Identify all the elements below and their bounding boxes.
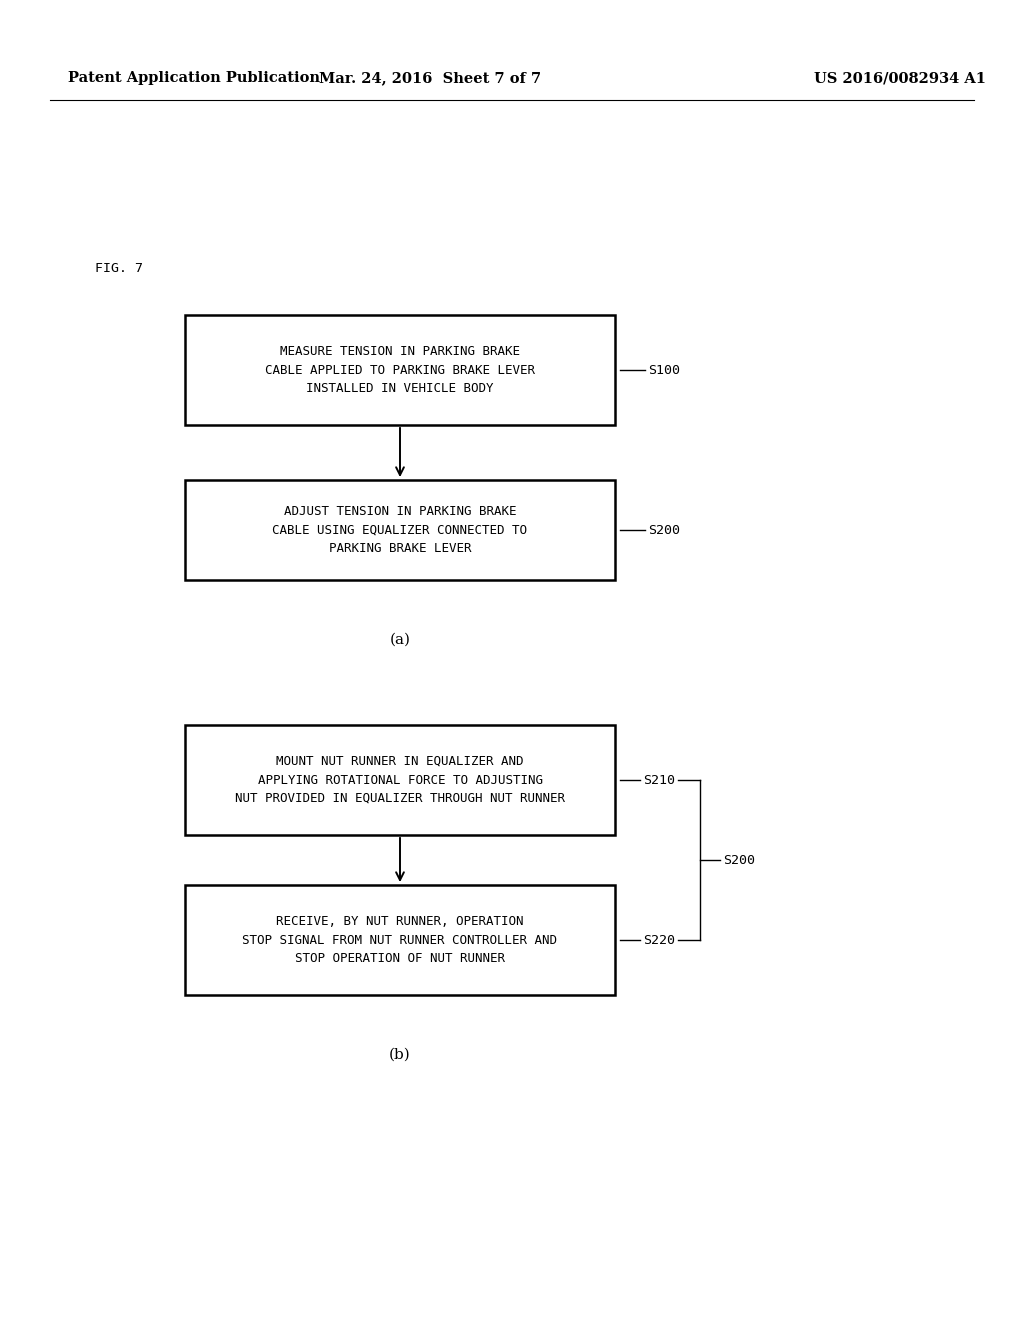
- Text: S200: S200: [648, 524, 680, 536]
- Bar: [185, 315, 615, 425]
- Text: MOUNT NUT RUNNER IN EQUALIZER AND
APPLYING ROTATIONAL FORCE TO ADJUSTING
NUT PRO: MOUNT NUT RUNNER IN EQUALIZER AND APPLYI…: [234, 755, 565, 805]
- Text: S100: S100: [648, 363, 680, 376]
- Text: Patent Application Publication: Patent Application Publication: [68, 71, 319, 84]
- Text: Mar. 24, 2016  Sheet 7 of 7: Mar. 24, 2016 Sheet 7 of 7: [318, 71, 541, 84]
- Text: ADJUST TENSION IN PARKING BRAKE
CABLE USING EQUALIZER CONNECTED TO
PARKING BRAKE: ADJUST TENSION IN PARKING BRAKE CABLE US…: [272, 506, 527, 554]
- Text: S200: S200: [723, 854, 755, 866]
- Bar: [185, 884, 615, 995]
- Text: RECEIVE, BY NUT RUNNER, OPERATION
STOP SIGNAL FROM NUT RUNNER CONTROLLER AND
STO: RECEIVE, BY NUT RUNNER, OPERATION STOP S…: [243, 915, 557, 965]
- Bar: [185, 480, 615, 579]
- Text: (a): (a): [389, 634, 411, 647]
- Text: (b): (b): [389, 1048, 411, 1063]
- Text: US 2016/0082934 A1: US 2016/0082934 A1: [814, 71, 986, 84]
- Text: S220: S220: [643, 933, 675, 946]
- Bar: [185, 725, 615, 836]
- Text: FIG. 7: FIG. 7: [95, 261, 143, 275]
- Text: MEASURE TENSION IN PARKING BRAKE
CABLE APPLIED TO PARKING BRAKE LEVER
INSTALLED : MEASURE TENSION IN PARKING BRAKE CABLE A…: [265, 345, 535, 395]
- Text: S210: S210: [643, 774, 675, 787]
